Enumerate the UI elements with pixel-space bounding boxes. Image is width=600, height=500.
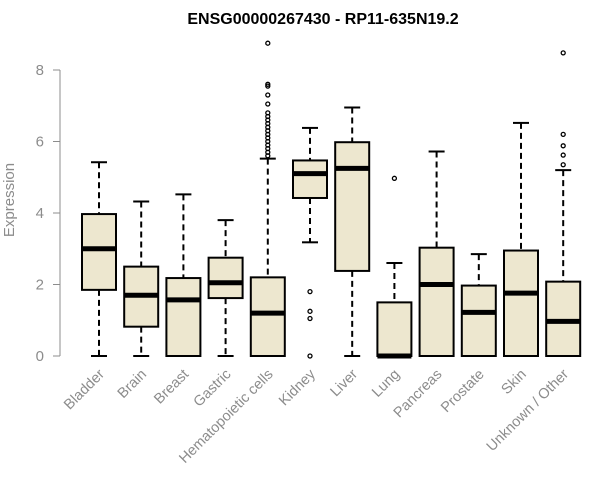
box-rect	[81, 213, 117, 291]
outlier-point-3	[560, 131, 566, 138]
y-axis: 0 2 4 6 8	[36, 62, 61, 365]
outlier-point-0	[307, 288, 313, 295]
x-tick-label-5: Kidney	[276, 366, 319, 409]
y-tick-label-2: 4	[36, 205, 44, 222]
outlier-point-16	[265, 81, 271, 87]
x-tick-label-6: Liver	[327, 366, 361, 400]
outlier-point-2	[307, 315, 313, 322]
outlier-point-15	[265, 83, 271, 89]
box-rect	[376, 301, 413, 357]
outlier-point-3	[307, 353, 313, 359]
x-tick-label-0: Bladder	[61, 366, 108, 413]
box-rect	[460, 284, 497, 358]
y-tick-label-1: 2	[36, 277, 44, 294]
box-bladder	[81, 161, 117, 357]
outlier-point-2	[560, 143, 566, 149]
x-tick-label-9: Prostate	[438, 367, 487, 416]
y-tick-label-0: 0	[36, 348, 44, 365]
box-breast	[165, 193, 202, 357]
box-prostate	[460, 253, 497, 358]
box-gastric	[207, 219, 244, 357]
outlier-point-14	[265, 92, 271, 98]
box-brain	[123, 200, 160, 357]
outlier-point-0	[391, 175, 398, 181]
x-tick-label-7: Lung	[369, 367, 403, 401]
box-pancreas	[418, 150, 455, 358]
outlier-point-4	[560, 50, 566, 56]
box-liver	[334, 106, 371, 357]
boxes-group	[81, 40, 582, 359]
box-kidney	[292, 126, 328, 359]
outlier-point-17	[265, 40, 271, 46]
box-rect	[503, 249, 539, 358]
outlier-point-12	[265, 110, 271, 116]
outlier-point-1	[307, 308, 313, 314]
box-hematopoietic-cells	[249, 40, 286, 358]
box-rect	[334, 141, 371, 272]
box-rect	[207, 256, 244, 300]
box-rect	[545, 280, 582, 358]
y-axis-label: Expression	[1, 163, 18, 237]
box-unknown-other	[545, 50, 582, 358]
x-tick-label-1: Brain	[115, 367, 150, 402]
x-tick-label-10: Skin	[499, 367, 530, 398]
x-tick-label-2: Breast	[151, 367, 192, 408]
outlier-point-1	[560, 152, 566, 158]
box-rect	[165, 277, 202, 357]
box-lung	[376, 175, 413, 359]
y-tick-label-3: 6	[36, 134, 44, 151]
box-rect	[418, 246, 455, 358]
outlier-point-0	[560, 162, 566, 168]
box-rect	[249, 276, 286, 358]
box-skin	[503, 121, 539, 358]
chart-title: ENSG00000267430 - RP11-635N19.2	[187, 11, 458, 28]
y-tick-label-4: 8	[36, 62, 44, 79]
outlier-point-13	[265, 101, 271, 107]
box-rect	[292, 159, 328, 199]
